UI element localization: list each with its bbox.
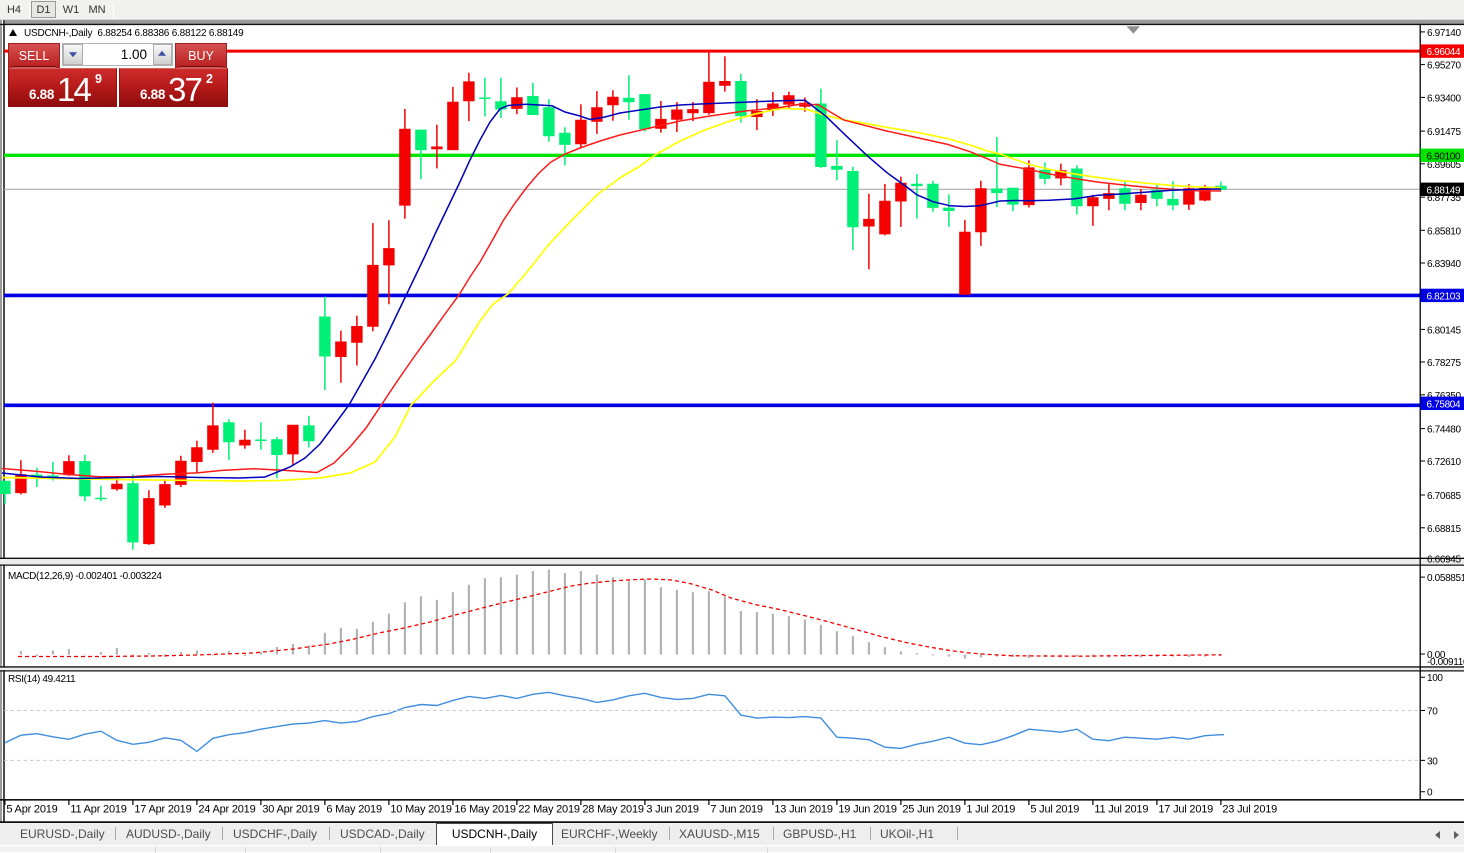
svg-text:6.83940: 6.83940 <box>1427 259 1461 270</box>
svg-text:10 May 2019: 10 May 2019 <box>390 804 451 816</box>
svg-text:6.96044: 6.96044 <box>1427 47 1461 58</box>
svg-text:17 Jul 2019: 17 Jul 2019 <box>1158 804 1213 816</box>
svg-text:5 Apr 2019: 5 Apr 2019 <box>6 804 57 816</box>
svg-text:0: 0 <box>1427 788 1433 799</box>
svg-text:6.66945: 6.66945 <box>1427 555 1461 566</box>
svg-text:7 Jun 2019: 7 Jun 2019 <box>710 804 763 816</box>
svg-text:24 Apr 2019: 24 Apr 2019 <box>198 804 255 816</box>
svg-text:17 Apr 2019: 17 Apr 2019 <box>134 804 191 816</box>
svg-text:6 May 2019: 6 May 2019 <box>326 804 382 816</box>
svg-text:5 Jul 2019: 5 Jul 2019 <box>1030 804 1079 816</box>
svg-text:6.91475: 6.91475 <box>1427 127 1461 138</box>
svg-text:6.78275: 6.78275 <box>1427 358 1461 369</box>
svg-text:6.74480: 6.74480 <box>1427 425 1461 436</box>
svg-text:16 May 2019: 16 May 2019 <box>454 804 515 816</box>
svg-text:11 Apr 2019: 11 Apr 2019 <box>70 804 126 816</box>
svg-text:11 Jul 2019: 11 Jul 2019 <box>1094 804 1148 816</box>
svg-text:MACD(12,26,9) -0.002401 -0.003: MACD(12,26,9) -0.002401 -0.003224 <box>8 571 162 582</box>
svg-text:19 Jun 2019: 19 Jun 2019 <box>838 804 896 816</box>
svg-text:3 Jun 2019: 3 Jun 2019 <box>646 804 699 816</box>
svg-text:6.80145: 6.80145 <box>1427 325 1461 336</box>
svg-text:6.85810: 6.85810 <box>1427 226 1461 237</box>
svg-text:6.88149: 6.88149 <box>1427 185 1461 196</box>
svg-text:100: 100 <box>1427 673 1443 684</box>
svg-text:6.97140: 6.97140 <box>1427 28 1461 39</box>
svg-text:6.75804: 6.75804 <box>1427 399 1461 410</box>
svg-text:6.68815: 6.68815 <box>1427 524 1461 535</box>
svg-text:6.70685: 6.70685 <box>1427 491 1461 502</box>
svg-text:25 Jun 2019: 25 Jun 2019 <box>902 804 960 816</box>
svg-text:23 Jul 2019: 23 Jul 2019 <box>1222 804 1277 816</box>
svg-text:6.90100: 6.90100 <box>1427 151 1461 162</box>
svg-text:28 May 2019: 28 May 2019 <box>582 804 643 816</box>
svg-text:RSI(14) 49.4211: RSI(14) 49.4211 <box>8 674 76 685</box>
svg-text:30: 30 <box>1427 756 1438 767</box>
svg-text:30 Apr 2019: 30 Apr 2019 <box>262 804 319 816</box>
svg-text:70: 70 <box>1427 707 1438 718</box>
svg-text:22 May 2019: 22 May 2019 <box>518 804 579 816</box>
svg-text:6.93400: 6.93400 <box>1427 93 1461 104</box>
svg-text:6.95270: 6.95270 <box>1427 61 1461 72</box>
svg-text:-0.009116: -0.009116 <box>1427 657 1464 668</box>
svg-text:13 Jun 2019: 13 Jun 2019 <box>774 804 832 816</box>
svg-text:6.72610: 6.72610 <box>1427 457 1461 468</box>
svg-text:1 Jul 2019: 1 Jul 2019 <box>966 804 1015 816</box>
svg-text:6.82103: 6.82103 <box>1427 292 1461 303</box>
svg-text:0.058851: 0.058851 <box>1427 573 1464 584</box>
